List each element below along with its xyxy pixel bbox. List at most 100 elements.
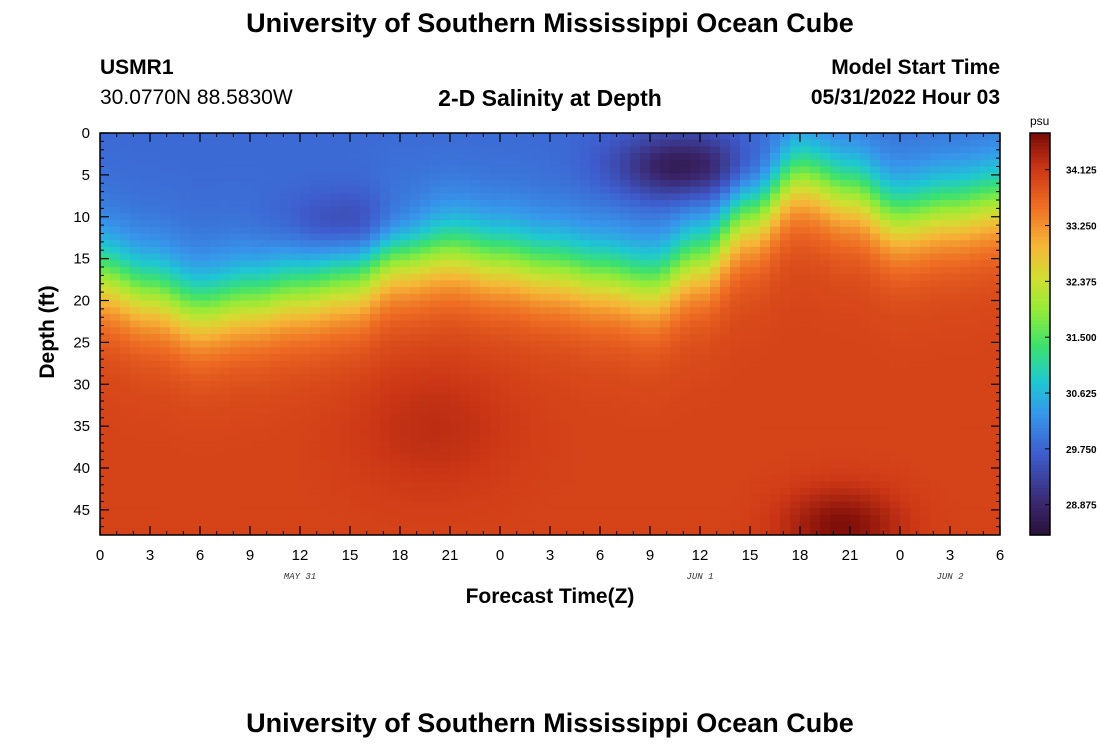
- heatmap-cell: [550, 179, 561, 188]
- heatmap-cell: [320, 354, 331, 362]
- heatmap-cell: [610, 173, 621, 181]
- heatmap-cell: [440, 179, 451, 188]
- heatmap-cell: [110, 347, 121, 355]
- heatmap-cell: [100, 260, 111, 268]
- heatmap-cell: [160, 293, 171, 302]
- heatmap-cell: [330, 320, 341, 328]
- heatmap-cell: [250, 401, 261, 409]
- heatmap-cell: [770, 434, 781, 442]
- heatmap-cell: [930, 206, 941, 214]
- heatmap-cell: [420, 313, 431, 322]
- heatmap-cell: [650, 213, 661, 221]
- heatmap-cell: [750, 153, 761, 161]
- heatmap-cell: [220, 508, 231, 516]
- heatmap-cell: [690, 414, 701, 422]
- heatmap-cell: [860, 233, 871, 241]
- heatmap-cell: [560, 340, 571, 348]
- heatmap-cell: [450, 273, 461, 281]
- heatmap-cell: [270, 521, 281, 529]
- heatmap-cell: [590, 441, 601, 449]
- heatmap-cell: [180, 521, 191, 529]
- heatmap-cell: [750, 133, 761, 141]
- heatmap-cell: [460, 474, 471, 482]
- heatmap-cell: [750, 401, 761, 409]
- heatmap-cell: [440, 307, 451, 315]
- heatmap-cell: [500, 347, 511, 355]
- heatmap-cell: [760, 387, 771, 395]
- heatmap-cell: [920, 481, 931, 489]
- heatmap-cell: [350, 267, 361, 275]
- heatmap-cell: [670, 447, 681, 456]
- heatmap-cell: [170, 441, 181, 449]
- heatmap-cell: [390, 360, 401, 369]
- heatmap-cell: [190, 280, 201, 288]
- heatmap-cell: [630, 320, 641, 328]
- heatmap-cell: [580, 340, 591, 348]
- heatmap-cell: [230, 253, 241, 261]
- heatmap-cell: [760, 307, 771, 315]
- heatmap-cell: [840, 186, 851, 194]
- heatmap-cell: [220, 347, 231, 355]
- heatmap-cell: [320, 528, 331, 535]
- heatmap-cell: [450, 434, 461, 442]
- heatmap-cell: [110, 200, 121, 208]
- heatmap-cell: [310, 501, 321, 509]
- heatmap-cell: [520, 193, 531, 201]
- heatmap-cell: [800, 246, 811, 255]
- heatmap-cell: [190, 260, 201, 268]
- heatmap-cell: [680, 273, 691, 281]
- heatmap-cell: [850, 173, 861, 181]
- heatmap-cell: [810, 340, 821, 348]
- heatmap-cell: [850, 200, 861, 208]
- heatmap-cell: [310, 246, 321, 255]
- heatmap-cell: [580, 407, 591, 415]
- heatmap-cell: [450, 501, 461, 509]
- heatmap-cell: [350, 139, 361, 147]
- heatmap-cell: [690, 407, 701, 415]
- heatmap-cell: [150, 193, 161, 201]
- heatmap-cell: [670, 401, 681, 409]
- heatmap-cell: [140, 220, 151, 228]
- heatmap-cell: [480, 340, 491, 348]
- heatmap-cell: [240, 367, 251, 375]
- heatmap-cell: [620, 508, 631, 516]
- heatmap-cell: [520, 246, 531, 255]
- heatmap-cell: [640, 441, 651, 449]
- heatmap-cell: [890, 233, 901, 241]
- heatmap-cell: [520, 186, 531, 194]
- heatmap-cell: [770, 287, 781, 295]
- heatmap-cell: [540, 206, 551, 214]
- heatmap-cell: [620, 367, 631, 375]
- heatmap-cell: [350, 153, 361, 161]
- heatmap-cell: [740, 159, 751, 168]
- heatmap-cell: [290, 159, 301, 168]
- heatmap-cell: [440, 273, 451, 281]
- heatmap-cell: [360, 206, 371, 214]
- heatmap-cell: [480, 307, 491, 315]
- heatmap-cell: [620, 173, 631, 181]
- heatmap-cell: [520, 327, 531, 335]
- heatmap-cell: [850, 146, 861, 154]
- heatmap-cell: [710, 133, 721, 141]
- heatmap-cell: [700, 434, 711, 442]
- heatmap-cell: [930, 186, 941, 194]
- heatmap-cell: [430, 401, 441, 409]
- heatmap-cell: [710, 367, 721, 375]
- heatmap-cell: [130, 481, 141, 489]
- heatmap-cell: [520, 434, 531, 442]
- heatmap-cell: [310, 173, 321, 181]
- heatmap-cell: [880, 434, 891, 442]
- heatmap-cell: [690, 226, 701, 235]
- heatmap-cell: [350, 454, 361, 462]
- heatmap-cell: [750, 360, 761, 369]
- heatmap-cell: [130, 153, 141, 161]
- heatmap-cell: [600, 213, 611, 221]
- heatmap-cell: [170, 340, 181, 348]
- heatmap-cell: [690, 313, 701, 322]
- heatmap-cell: [770, 387, 781, 395]
- heatmap-cell: [610, 441, 621, 449]
- heatmap-cell: [630, 166, 641, 174]
- heatmap-cell: [290, 246, 301, 255]
- heatmap-cell: [860, 327, 871, 335]
- heatmap-cell: [610, 280, 621, 288]
